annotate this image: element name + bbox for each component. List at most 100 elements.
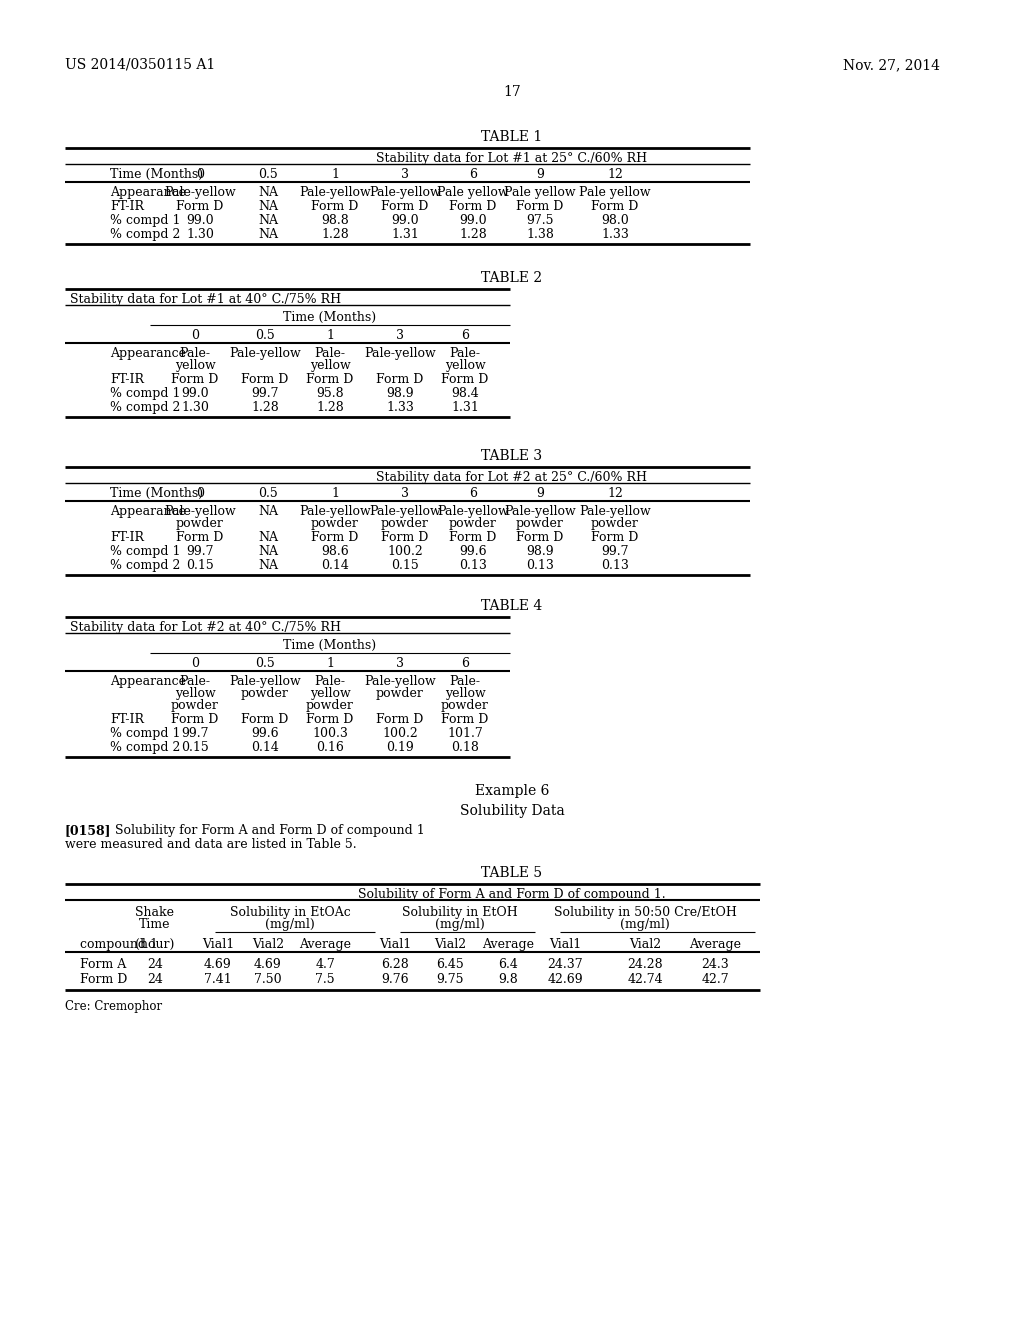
Text: Solubility in EtOAc: Solubility in EtOAc	[229, 906, 350, 919]
Text: 1.38: 1.38	[526, 228, 554, 242]
Text: Pale-yellow: Pale-yellow	[299, 186, 371, 199]
Text: 100.2: 100.2	[387, 545, 423, 558]
Text: Form D: Form D	[242, 374, 289, 385]
Text: 3: 3	[401, 487, 409, 500]
Text: 0.5: 0.5	[255, 329, 274, 342]
Text: 3: 3	[401, 168, 409, 181]
Text: 3: 3	[396, 657, 404, 671]
Text: 1.30: 1.30	[181, 401, 209, 414]
Text: TABLE 2: TABLE 2	[481, 271, 543, 285]
Text: Form D: Form D	[441, 374, 488, 385]
Text: 24: 24	[147, 973, 163, 986]
Text: 99.0: 99.0	[181, 387, 209, 400]
Text: Example 6: Example 6	[475, 784, 549, 799]
Text: 6.45: 6.45	[436, 958, 464, 972]
Text: 99.7: 99.7	[181, 727, 209, 741]
Text: powder: powder	[450, 517, 497, 531]
Text: Average: Average	[299, 939, 351, 950]
Text: Pale-yellow: Pale-yellow	[369, 186, 441, 199]
Text: Form D: Form D	[311, 531, 358, 544]
Text: 0.13: 0.13	[459, 558, 487, 572]
Text: NA: NA	[258, 531, 278, 544]
Text: NA: NA	[258, 228, 278, 242]
Text: 99.6: 99.6	[251, 727, 279, 741]
Text: Form D: Form D	[516, 201, 563, 213]
Text: Appearance: Appearance	[110, 675, 186, 688]
Text: 97.5: 97.5	[526, 214, 554, 227]
Text: Form D: Form D	[376, 374, 424, 385]
Text: Solubility for Form A and Form D of compound 1: Solubility for Form A and Form D of comp…	[103, 824, 425, 837]
Text: 0.15: 0.15	[181, 741, 209, 754]
Text: 12: 12	[607, 487, 623, 500]
Text: 0.5: 0.5	[258, 487, 278, 500]
Text: Vial1: Vial1	[202, 939, 234, 950]
Text: TABLE 4: TABLE 4	[481, 599, 543, 612]
Text: Time (Months): Time (Months)	[110, 487, 203, 500]
Text: 9.76: 9.76	[381, 973, 409, 986]
Text: Form D: Form D	[242, 713, 289, 726]
Text: Appearance: Appearance	[110, 347, 186, 360]
Text: 24.37: 24.37	[547, 958, 583, 972]
Text: Pale-: Pale-	[450, 675, 480, 688]
Text: were measured and data are listed in Table 5.: were measured and data are listed in Tab…	[65, 838, 356, 851]
Text: 1: 1	[331, 168, 339, 181]
Text: 98.8: 98.8	[322, 214, 349, 227]
Text: powder: powder	[516, 517, 564, 531]
Text: 95.8: 95.8	[316, 387, 344, 400]
Text: (mg/ml): (mg/ml)	[621, 917, 670, 931]
Text: TABLE 1: TABLE 1	[481, 129, 543, 144]
Text: Solubility Data: Solubility Data	[460, 804, 564, 818]
Text: Form D: Form D	[171, 713, 219, 726]
Text: 0.15: 0.15	[391, 558, 419, 572]
Text: NA: NA	[258, 558, 278, 572]
Text: (mg/ml): (mg/ml)	[435, 917, 485, 931]
Text: 99.6: 99.6	[459, 545, 486, 558]
Text: NA: NA	[258, 214, 278, 227]
Text: % compd 1: % compd 1	[110, 214, 180, 227]
Text: FT-IR: FT-IR	[110, 531, 144, 544]
Text: powder: powder	[376, 686, 424, 700]
Text: 99.0: 99.0	[186, 214, 214, 227]
Text: NA: NA	[258, 545, 278, 558]
Text: Pale-: Pale-	[179, 675, 211, 688]
Text: 0: 0	[191, 657, 199, 671]
Text: Time (Months): Time (Months)	[284, 312, 377, 323]
Text: Appearance: Appearance	[110, 506, 186, 517]
Text: 1: 1	[326, 329, 334, 342]
Text: [0158]: [0158]	[65, 824, 112, 837]
Text: 100.3: 100.3	[312, 727, 348, 741]
Text: 0.13: 0.13	[526, 558, 554, 572]
Text: 7.5: 7.5	[315, 973, 335, 986]
Text: (hour): (hour)	[135, 939, 175, 950]
Text: % compd 1: % compd 1	[110, 727, 180, 741]
Text: 1.28: 1.28	[459, 228, 486, 242]
Text: 0.18: 0.18	[451, 741, 479, 754]
Text: % compd 1: % compd 1	[110, 387, 180, 400]
Text: Form D: Form D	[171, 374, 219, 385]
Text: Form D: Form D	[306, 713, 353, 726]
Text: Nov. 27, 2014: Nov. 27, 2014	[843, 58, 940, 73]
Text: TABLE 3: TABLE 3	[481, 449, 543, 463]
Text: Stability data for Lot #2 at 40° C./75% RH: Stability data for Lot #2 at 40° C./75% …	[70, 620, 341, 634]
Text: 7.41: 7.41	[204, 973, 231, 986]
Text: Pale-yellow: Pale-yellow	[164, 506, 236, 517]
Text: Form D: Form D	[450, 531, 497, 544]
Text: 100.2: 100.2	[382, 727, 418, 741]
Text: Vial2: Vial2	[629, 939, 662, 950]
Text: 7.50: 7.50	[254, 973, 282, 986]
Text: 98.0: 98.0	[601, 214, 629, 227]
Text: powder: powder	[241, 686, 289, 700]
Text: Pale-yellow: Pale-yellow	[504, 506, 575, 517]
Text: Stability data for Lot #1 at 25° C./60% RH: Stability data for Lot #1 at 25° C./60% …	[377, 152, 647, 165]
Text: % compd 1: % compd 1	[110, 545, 180, 558]
Text: 99.0: 99.0	[459, 214, 486, 227]
Text: Pale-: Pale-	[314, 347, 345, 360]
Text: 17: 17	[503, 84, 521, 99]
Text: 1.33: 1.33	[386, 401, 414, 414]
Text: 1.28: 1.28	[322, 228, 349, 242]
Text: 0: 0	[196, 487, 204, 500]
Text: 98.4: 98.4	[452, 387, 479, 400]
Text: TABLE 5: TABLE 5	[481, 866, 543, 880]
Text: Pale-yellow: Pale-yellow	[164, 186, 236, 199]
Text: 24.28: 24.28	[627, 958, 663, 972]
